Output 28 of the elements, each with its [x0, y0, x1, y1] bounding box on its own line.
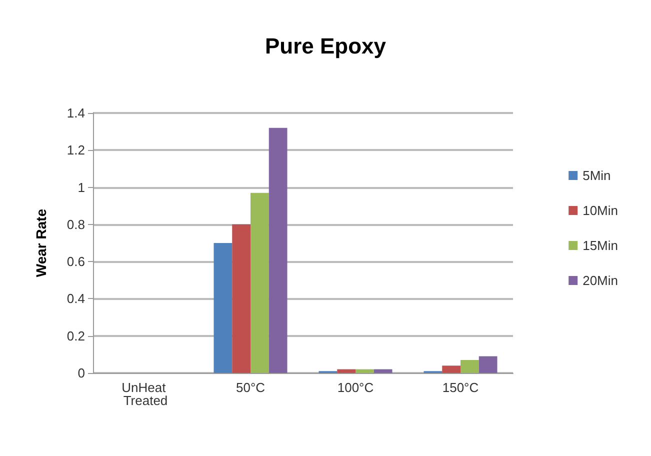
bar	[268, 128, 288, 373]
legend-label: 10Min	[582, 203, 618, 218]
y-tick-label: 1	[78, 180, 85, 195]
x-tick-label: 100°C	[337, 380, 374, 395]
x-tick-label: UnHeat Treated	[122, 380, 170, 408]
y-tick-label: 0.6	[66, 254, 85, 270]
bar	[374, 369, 392, 373]
legend-label: 5Min	[582, 168, 611, 183]
y-tick-label: 0	[78, 366, 85, 380]
bar	[442, 366, 460, 373]
x-tick-label: 50°C	[236, 380, 266, 395]
y-tick-label: 1.4	[66, 106, 85, 120]
chart-title: Pure Epoxy	[264, 34, 387, 58]
bar	[214, 243, 232, 373]
y-axis-title: Wear Rate	[33, 208, 49, 278]
bar	[478, 356, 498, 373]
bar	[356, 369, 374, 373]
x-tick-label: 150°C	[442, 380, 479, 395]
bar	[460, 360, 479, 373]
legend-label: 20Min	[582, 273, 618, 288]
bar	[337, 369, 356, 373]
y-tick-label: 1.2	[66, 142, 85, 158]
legend-label: 15Min	[582, 238, 618, 253]
y-tick-label: 0.4	[66, 291, 85, 306]
bar	[232, 224, 250, 373]
y-tick-label: 0.8	[66, 216, 85, 232]
y-tick-label: 0.2	[66, 328, 85, 344]
bar	[250, 192, 269, 373]
